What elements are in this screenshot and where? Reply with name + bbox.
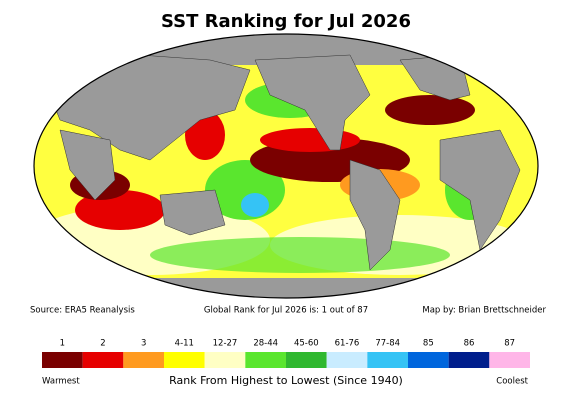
map [34,34,538,298]
legend-swatch [164,352,205,368]
legend-caption: Rank From Highest to Lowest (Since 1940) [169,374,403,387]
legend-label: 2 [100,339,105,349]
legend-label: 85 [423,339,434,349]
legend-label: 12-27 [213,339,238,349]
legend-swatch [82,352,124,368]
legend-swatch [367,352,408,368]
legend-label: 86 [464,339,475,349]
legend-label: 28-44 [253,339,278,349]
legend: 1 2 3 4-11 12-27 28-44 45-60 61-76 77-84 85 86 87 [42,339,530,368]
legend-label: 3 [141,339,146,349]
source: Source: ERA5 Reanalysis [30,306,135,316]
legend-swatch [448,352,490,368]
legend-swatch [204,352,246,368]
legend-swatch [245,352,286,368]
legend-swatch [408,352,449,368]
legend-label: 87 [504,339,515,349]
credit: Map by: Brian Brettschneider [422,306,546,316]
legend-label: 4-11 [175,339,194,349]
legend-swatch [286,352,327,368]
legend-swatch [123,352,164,368]
legend-label: 1 [60,339,65,349]
global-rank: Global Rank for Jul 2026 is: 1 out of 87 [204,306,368,316]
legend-label: 77-84 [375,339,400,349]
legend-swatch [42,352,83,368]
legend-label: 61-76 [335,339,360,349]
map-border [33,33,539,299]
title: SST Ranking for Jul 2026 [161,11,411,32]
legend-label: 45-60 [294,339,319,349]
legend-swatch [489,352,530,368]
legend-swatch [326,352,368,368]
legend-low-label: Warmest [42,377,80,387]
legend-high-label: Coolest [496,377,528,387]
